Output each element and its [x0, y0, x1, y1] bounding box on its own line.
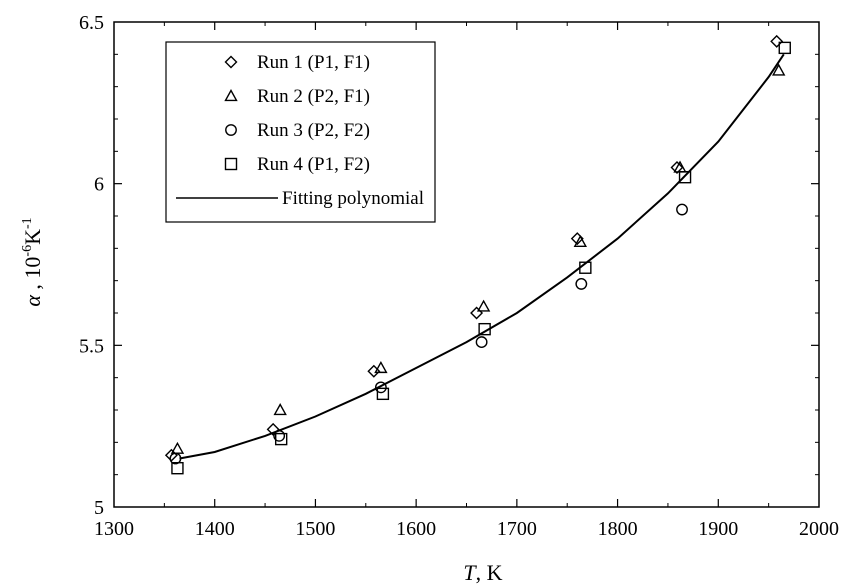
y-axis-label: α , 10-6K-1 — [20, 217, 45, 306]
x-tick-label: 1800 — [598, 518, 638, 540]
data-point-run-4 — [274, 432, 288, 446]
data-point-run-3 — [374, 381, 387, 394]
legend-marker-triangle — [224, 89, 238, 102]
x-tick-label: 2000 — [799, 518, 839, 540]
x-tick-label: 1900 — [698, 518, 738, 540]
axes: 1300 1400 1500 1600 1700 1800 1900 2000 5 5.5 6 6.5 — [79, 12, 839, 540]
data-point-run-3 — [475, 336, 488, 349]
data-point-run-3 — [575, 277, 588, 290]
legend: Run 1 (P1, F1) Run 2 (P2, F1) Run 3 (P2, F… — [165, 41, 436, 223]
y-tick-label: 5.5 — [79, 335, 104, 357]
data-point-run-4 — [778, 41, 791, 55]
x-tick-label: 1400 — [195, 518, 235, 540]
data-point-run-4 — [171, 462, 184, 475]
legend-marker-square — [224, 157, 238, 171]
x-axis-label: T, K — [463, 560, 502, 585]
data-point-run-3 — [676, 203, 688, 216]
legend-box — [165, 41, 436, 223]
data-point-run-2 — [273, 403, 287, 416]
y-axis-unit-tail-exp: -1 — [20, 217, 35, 229]
data-point-run-2 — [476, 299, 491, 312]
y-axis-unit-tail: K — [20, 229, 45, 245]
data-point-run-1 — [770, 34, 784, 48]
y-axis-unit-exp: -6 — [20, 245, 35, 257]
data-point-run-2 — [772, 63, 786, 76]
x-tick-label: 1300 — [94, 518, 134, 540]
legend-marker-circle — [225, 124, 237, 136]
x-tick-label: 1500 — [295, 518, 335, 540]
x-axis-symbol: T — [463, 560, 477, 585]
y-tick-label: 5 — [94, 497, 104, 519]
data-point-run-1 — [266, 422, 280, 436]
fit-curve — [179, 53, 785, 460]
y-tick-label: 6 — [94, 174, 104, 196]
x-axis-unit: , K — [476, 560, 503, 585]
data-point-run-2 — [374, 361, 388, 374]
y-axis-unit: , 10 — [20, 257, 45, 296]
data-point-run-1 — [470, 306, 484, 320]
y-axis-symbol: α — [20, 295, 45, 307]
legend-label: Run 4 (P1, F2) — [257, 154, 370, 175]
legend-label: Fitting polynomial — [282, 188, 424, 209]
x-tick-label: 1600 — [396, 518, 436, 540]
data-point-run-1 — [670, 161, 684, 174]
y-tick-label: 6.5 — [79, 12, 104, 34]
data-point-run-4 — [376, 387, 390, 401]
legend-label: Run 3 (P2, F2) — [257, 120, 370, 141]
data-point-run-4 — [678, 170, 692, 184]
data-point-run-2 — [573, 234, 587, 247]
x-tick-label: 1700 — [497, 518, 537, 540]
plot-area — [164, 34, 791, 475]
legend-label: Run 2 (P2, F1) — [257, 86, 370, 107]
legend-marker-diamond — [224, 55, 238, 69]
legend-label: Run 1 (P1, F1) — [257, 52, 370, 73]
